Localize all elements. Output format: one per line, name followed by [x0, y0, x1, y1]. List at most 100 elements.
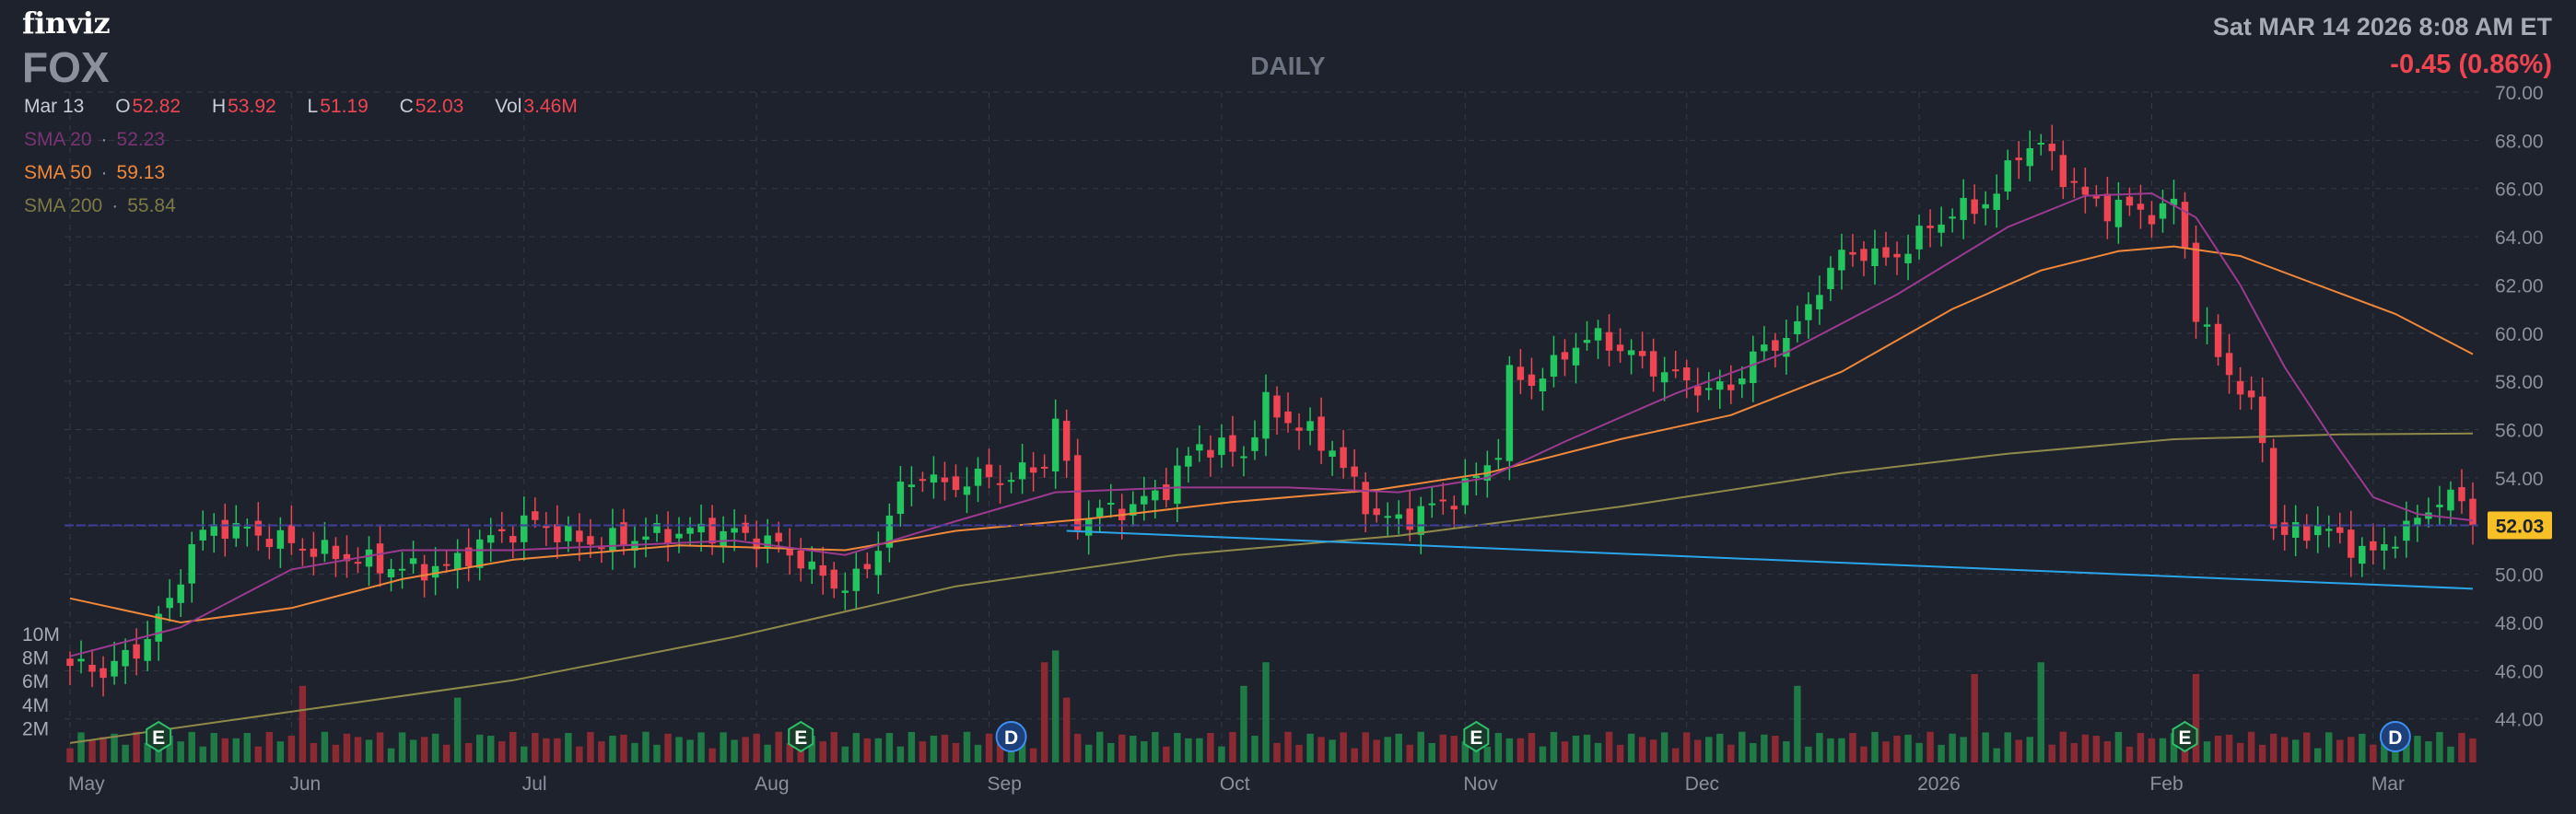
candle[interactable]	[155, 613, 162, 642]
candle[interactable]	[941, 477, 949, 483]
candle[interactable]	[365, 549, 373, 567]
candle[interactable]	[1704, 388, 1713, 390]
candle[interactable]	[2236, 380, 2244, 395]
candle[interactable]	[1682, 367, 1691, 381]
candle[interactable]	[543, 526, 550, 529]
candle[interactable]	[587, 536, 594, 545]
candle[interactable]	[166, 598, 173, 609]
candle[interactable]	[1395, 514, 1402, 519]
candle[interactable]	[1084, 517, 1093, 536]
candle[interactable]	[1163, 484, 1170, 501]
candle[interactable]	[2291, 522, 2300, 538]
candle[interactable]	[1750, 351, 1757, 384]
candle[interactable]	[896, 482, 905, 515]
candle[interactable]	[276, 529, 285, 549]
candle[interactable]	[1317, 416, 1325, 451]
candle[interactable]	[1073, 455, 1082, 530]
candle[interactable]	[2070, 180, 2078, 183]
candle[interactable]	[808, 561, 815, 570]
candle[interactable]	[786, 547, 793, 556]
candle[interactable]	[631, 541, 638, 552]
candle[interactable]	[332, 545, 340, 560]
candle[interactable]	[2325, 529, 2333, 531]
candle[interactable]	[111, 660, 118, 677]
candle[interactable]	[2458, 487, 2465, 502]
candle[interactable]	[1926, 226, 1934, 228]
candle[interactable]	[2414, 517, 2421, 525]
candle[interactable]	[420, 564, 428, 581]
candle[interactable]	[1827, 267, 1834, 289]
candle[interactable]	[1240, 456, 1247, 459]
candle[interactable]	[697, 523, 705, 533]
candle[interactable]	[77, 658, 85, 662]
candle[interactable]	[2348, 529, 2355, 558]
candle[interactable]	[565, 525, 572, 541]
candle[interactable]	[1550, 355, 1558, 378]
candle[interactable]	[907, 484, 916, 487]
candle[interactable]	[354, 562, 362, 564]
candle[interactable]	[2469, 498, 2476, 526]
candle[interactable]	[841, 590, 849, 593]
candle[interactable]	[1373, 508, 1380, 516]
candle[interactable]	[1505, 365, 1514, 461]
candle[interactable]	[2004, 160, 2011, 192]
candle[interactable]	[1693, 386, 1702, 396]
candle[interactable]	[930, 474, 938, 483]
candle[interactable]	[985, 464, 993, 478]
candle[interactable]	[1174, 465, 1181, 505]
earnings-marker[interactable]	[2172, 720, 2198, 753]
candle[interactable]	[2192, 242, 2200, 322]
candle[interactable]	[2258, 396, 2266, 444]
candle[interactable]	[963, 486, 971, 495]
candle[interactable]	[1871, 248, 1879, 267]
candle[interactable]	[1185, 455, 1192, 467]
candle[interactable]	[88, 665, 96, 672]
candle[interactable]	[1107, 503, 1115, 506]
candle[interactable]	[122, 649, 129, 667]
candle[interactable]	[2170, 198, 2178, 205]
candle[interactable]	[2247, 390, 2255, 398]
candle[interactable]	[177, 584, 184, 603]
candle[interactable]	[775, 532, 782, 542]
candle[interactable]	[2103, 193, 2112, 222]
candle[interactable]	[1229, 435, 1236, 452]
candle[interactable]	[509, 536, 517, 543]
candle[interactable]	[686, 528, 694, 534]
candle[interactable]	[1960, 197, 1967, 220]
candle[interactable]	[1627, 350, 1635, 355]
candle[interactable]	[1594, 328, 1602, 341]
candle[interactable]	[133, 644, 140, 659]
candle[interactable]	[1130, 504, 1137, 516]
candle[interactable]	[2436, 505, 2443, 507]
candle[interactable]	[265, 539, 274, 548]
dividend-marker[interactable]	[995, 721, 1027, 752]
candle[interactable]	[885, 515, 894, 548]
candle[interactable]	[321, 540, 329, 554]
candle[interactable]	[1572, 347, 1580, 366]
candle[interactable]	[1805, 304, 1812, 320]
candle[interactable]	[2059, 155, 2067, 188]
candle[interactable]	[144, 638, 151, 661]
candle[interactable]	[442, 564, 451, 566]
candle[interactable]	[576, 530, 583, 542]
candle[interactable]	[254, 520, 263, 536]
candle[interactable]	[1284, 411, 1292, 424]
candle[interactable]	[1472, 475, 1481, 479]
candle[interactable]	[2125, 196, 2134, 206]
candle[interactable]	[819, 564, 826, 576]
candle[interactable]	[1583, 340, 1591, 343]
candle[interactable]	[2381, 544, 2388, 551]
candle[interactable]	[2403, 520, 2410, 541]
candle[interactable]	[2159, 203, 2167, 219]
dividend-marker[interactable]	[2379, 721, 2411, 752]
candle[interactable]	[1616, 344, 1624, 352]
candle[interactable]	[1783, 338, 1790, 357]
candle[interactable]	[675, 533, 683, 539]
candle[interactable]	[188, 544, 195, 584]
candle[interactable]	[2359, 545, 2366, 564]
candle[interactable]	[642, 536, 650, 541]
candle[interactable]	[2225, 353, 2233, 376]
candle[interactable]	[1273, 395, 1281, 418]
earnings-marker[interactable]	[788, 720, 814, 753]
